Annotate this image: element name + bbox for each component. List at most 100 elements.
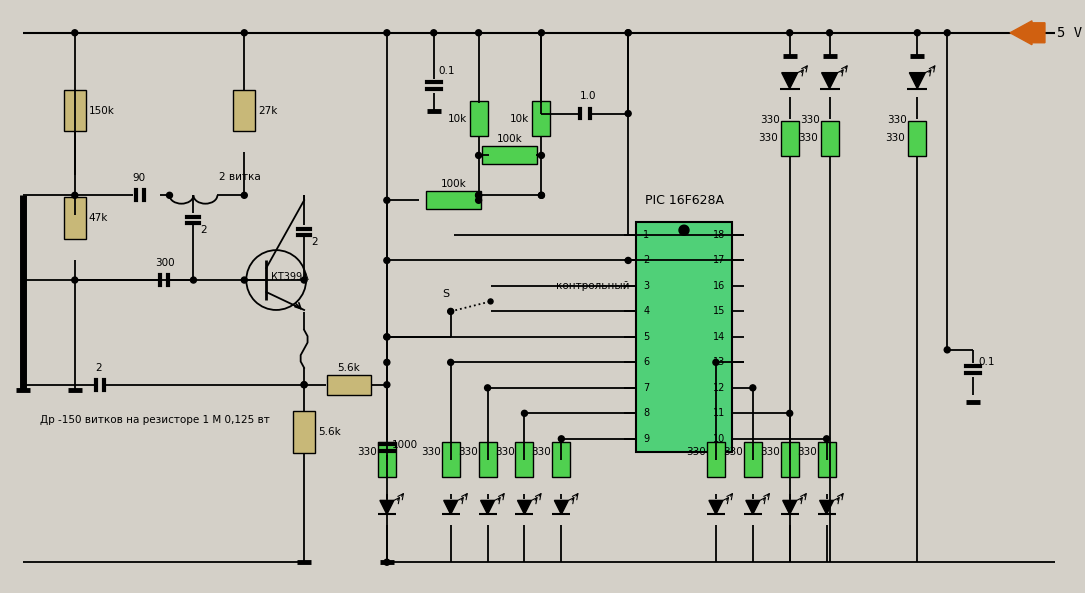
Bar [533,101,550,136]
Circle shape [915,30,920,36]
Polygon shape [380,500,394,514]
FancyArrow shape [1010,21,1045,44]
Circle shape [824,436,830,442]
Text: 5.6k: 5.6k [337,363,360,373]
Text: 330: 330 [888,116,907,126]
Bar [908,121,927,156]
Text: 10k: 10k [510,113,529,123]
Text: 330: 330 [760,116,780,126]
Text: 2: 2 [311,237,318,247]
Text: 330: 330 [885,133,905,144]
Circle shape [384,359,390,365]
Circle shape [166,192,173,198]
Circle shape [384,334,390,340]
Text: 1: 1 [643,230,649,240]
Text: 330: 330 [458,447,477,457]
Circle shape [559,436,564,442]
Text: 8: 8 [643,409,649,418]
Text: 330: 330 [686,447,706,457]
Text: 47k: 47k [89,213,108,223]
Bar [482,146,537,164]
Text: 90: 90 [132,173,145,183]
Bar [442,442,460,477]
Text: 11: 11 [713,409,725,418]
Text: 1.0: 1.0 [580,91,597,101]
Circle shape [538,30,545,36]
Text: 13: 13 [713,358,725,367]
Text: 330: 330 [495,447,514,457]
Circle shape [448,359,454,365]
Polygon shape [909,73,926,88]
Text: 330: 330 [357,447,376,457]
Text: 0.1: 0.1 [438,66,456,76]
Bar [293,411,315,452]
Text: 100k: 100k [441,179,467,189]
Polygon shape [781,73,797,88]
Circle shape [625,30,631,36]
Text: 2: 2 [643,256,649,266]
Text: 12: 12 [713,383,725,393]
Text: 7: 7 [643,383,649,393]
Bar [744,442,762,477]
Text: 10: 10 [713,434,725,444]
Polygon shape [821,73,838,88]
Text: Др -150 витков на резисторе 1 М 0,125 вт: Др -150 витков на резисторе 1 М 0,125 вт [40,415,270,425]
Text: 5 V: 5 V [1057,25,1082,40]
Text: 330: 330 [532,447,551,457]
Circle shape [191,277,196,283]
Circle shape [384,382,390,388]
Text: 330: 330 [723,447,743,457]
Circle shape [827,30,832,36]
Circle shape [522,410,527,416]
Circle shape [488,299,493,304]
Bar [470,101,487,136]
Circle shape [72,277,78,283]
Circle shape [431,30,437,36]
Bar [327,375,371,395]
Text: 330: 330 [421,447,441,457]
Circle shape [384,257,390,263]
Text: 330: 330 [758,133,778,144]
Text: 330: 330 [800,116,819,126]
Text: 300: 300 [155,258,175,268]
Bar [64,197,86,239]
Circle shape [485,385,490,391]
Bar [552,442,571,477]
Circle shape [384,30,390,36]
Bar [636,222,732,451]
Circle shape [302,277,307,283]
Text: 18: 18 [713,230,725,240]
Circle shape [538,152,545,158]
Text: 330: 330 [797,133,818,144]
Text: 5: 5 [643,332,649,342]
Text: 150k: 150k [89,106,115,116]
Polygon shape [554,500,569,514]
Text: 2: 2 [95,363,102,373]
Polygon shape [518,500,532,514]
Text: 330: 330 [760,447,780,457]
Bar [426,192,481,209]
Circle shape [448,309,454,314]
Circle shape [448,308,454,314]
Text: S: S [442,289,449,299]
Bar [820,121,839,156]
Text: 10k: 10k [447,113,467,123]
Bar [233,90,255,132]
Circle shape [750,385,756,391]
Polygon shape [444,500,458,514]
Circle shape [787,30,793,36]
Bar [818,442,835,477]
Text: 16: 16 [713,281,725,291]
Bar [515,442,534,477]
Circle shape [475,192,482,198]
Circle shape [241,277,247,283]
Text: 2: 2 [201,225,207,235]
Polygon shape [745,500,760,514]
Polygon shape [782,500,796,514]
Text: 6: 6 [643,358,649,367]
Circle shape [475,152,482,158]
Text: 2 витка: 2 витка [219,173,261,182]
Circle shape [384,559,390,565]
Text: 0.1: 0.1 [979,357,995,367]
Circle shape [384,197,390,203]
